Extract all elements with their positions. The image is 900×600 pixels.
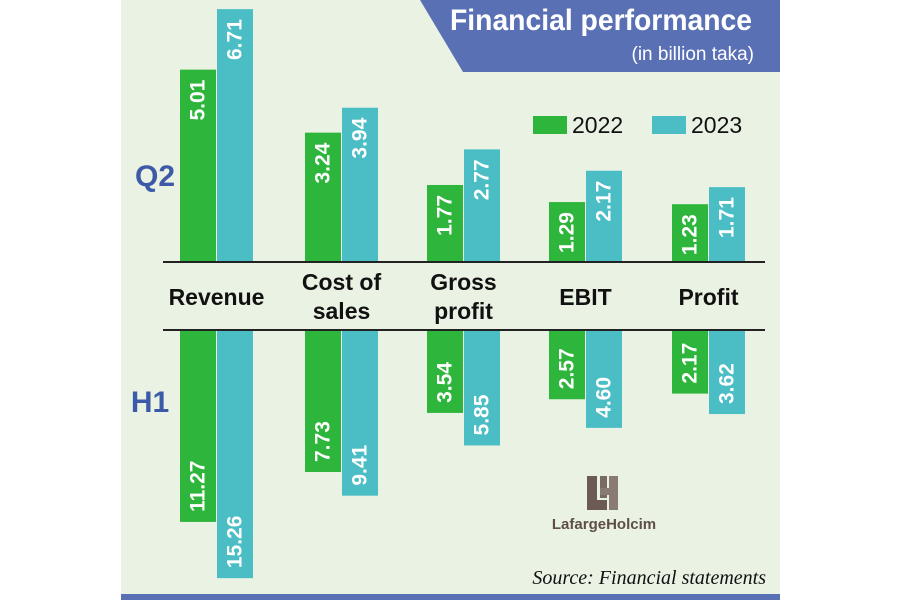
bar-h1-2023-1 [342,331,378,496]
category-label-1-0: Cost of [302,269,382,295]
bar-h1-2023-0 [217,331,253,579]
bar-h1-2022-0 [180,331,216,522]
data-label-q2-2023-2: 2.77 [471,159,494,200]
category-label-2-1: profit [434,298,493,324]
category-label-2-0: Gross [430,269,496,295]
data-label-h1-2023-3: 4.60 [593,377,616,418]
category-labels: Revenue Cost of sales Gross profit EBIT Profit [169,269,739,324]
bar-q2-2023-3 [586,170,622,261]
category-label-3-0: EBIT [559,284,611,310]
bar-h1-2023-4 [709,331,745,415]
bar-q2-2023-2 [464,149,500,261]
chart-subtitle: (in billion taka) [632,44,755,65]
bar-q2-2022-3 [549,202,585,261]
legend-label-2023: 2023 [691,112,742,138]
bar-h1-2023-3 [586,331,622,428]
legend-swatch-2022 [533,116,567,134]
chart-title: Financial performance [450,4,752,37]
bar-q2-2023-1 [342,107,378,262]
category-label-1-1: sales [313,298,371,324]
bar-h1-2023-2 [464,331,500,446]
logo-text: LafargeHolcim [552,516,656,533]
bar-q2-2022-2 [427,184,463,261]
bar-h1-2022-2 [427,331,463,413]
data-label-q2-2022-1: 3.24 [312,142,335,183]
bars-group: 5.01 3.24 1.77 1.29 1.23 6.71 3.94 2.77 2.17 1.71… [180,9,745,579]
title-banner [420,0,780,72]
data-label-h1-2022-3: 2.57 [556,348,579,389]
data-label-q2-2022-0: 5.01 [187,79,210,120]
bar-q2-2022-4 [672,204,708,261]
data-label-q2-2022-3: 1.29 [556,212,579,253]
bar-q2-2023-0 [217,9,253,262]
bar-h1-2022-4 [672,331,708,394]
panel-label-q2: Q2 [135,160,175,193]
bar-q2-2022-1 [305,132,341,261]
bar-q2-2023-4 [709,187,745,261]
bottom-rule [121,594,780,600]
data-label-q2-2022-4: 1.23 [679,214,702,255]
data-label-h1-2022-4: 2.17 [679,343,702,384]
source-note: Source: Financial statements [532,567,766,589]
category-label-4-0: Profit [678,284,738,310]
data-label-h1-2022-1: 7.73 [312,421,335,462]
data-label-h1-2022-2: 3.54 [434,362,457,403]
data-label-q2-2023-3: 2.17 [593,181,616,222]
data-label-h1-2023-0: 15.26 [224,516,247,569]
data-label-h1-2023-1: 9.41 [349,444,372,485]
panel-label-h1: H1 [131,386,169,419]
data-label-q2-2023-4: 1.71 [716,197,739,238]
data-label-q2-2023-0: 6.71 [224,19,247,60]
legend-swatch-2023 [652,116,686,134]
data-label-h1-2023-4: 3.62 [716,363,739,404]
data-label-q2-2022-2: 1.77 [434,195,457,236]
lafargeholcim-logo: LafargeHolcim [552,476,656,533]
bar-h1-2022-3 [549,331,585,400]
legend-label-2022: 2022 [572,112,623,138]
bar-q2-2022-0 [180,69,216,261]
category-label-0-0: Revenue [169,284,265,310]
data-label-h1-2023-2: 5.85 [471,394,494,435]
data-label-q2-2023-1: 3.94 [349,117,372,158]
bar-h1-2022-1 [305,331,341,472]
data-label-h1-2022-0: 11.27 [187,461,210,512]
